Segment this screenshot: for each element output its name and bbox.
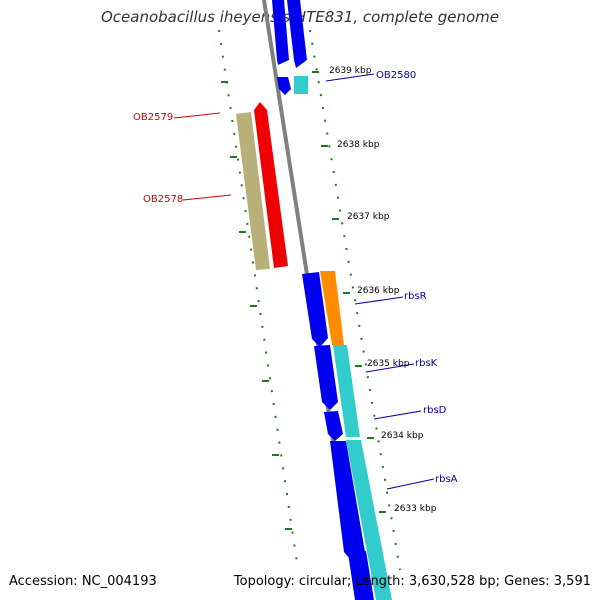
- rbs-cyan-feature: [333, 345, 360, 437]
- gene-ob2579-arrow: [254, 102, 288, 268]
- gene-label-rbsR: rbsR: [404, 291, 427, 302]
- kbp-marker: 2635 kbp: [367, 359, 410, 369]
- rbsR-orange-feature: [320, 271, 344, 345]
- gene-label-ob2580: OB2580: [376, 70, 416, 81]
- gene-label-ob2579: OB2579: [133, 112, 173, 123]
- gene-label-rbsA: rbsA: [435, 474, 458, 485]
- forward-strand-features: [272, 0, 392, 600]
- major-ticks: [221, 71, 386, 530]
- outer-tick-ring: [309, 29, 401, 571]
- reverse-strand-features: [236, 102, 288, 270]
- gene-arrow-bottom: [348, 551, 374, 600]
- gene-rbsK-arrow: [314, 345, 338, 410]
- gene-label-ob2578: OB2578: [143, 194, 183, 205]
- gene-rbsR-arrow: [302, 272, 328, 347]
- ob2580-cyan-feature: [294, 76, 308, 94]
- kbp-marker: 2636 kbp: [357, 286, 400, 296]
- kbp-marker: 2637 kbp: [347, 212, 390, 222]
- label-leaders: [173, 73, 435, 490]
- kbp-marker: 2634 kbp: [381, 431, 424, 441]
- gene-label-rbsD: rbsD: [423, 405, 447, 416]
- gene-rbsA-arrow: [330, 441, 365, 565]
- rbs-cyan-feature: [346, 440, 392, 600]
- ob2579-olive-feature: [236, 112, 270, 270]
- kbp-marker: 2638 kbp: [337, 140, 380, 150]
- accession-text: Accession: NC_004193: [9, 574, 157, 589]
- kbp-marker: 2633 kbp: [394, 504, 437, 514]
- gene-arrow: [272, 0, 289, 65]
- gene-ob2580-arrow: [277, 77, 291, 95]
- gene-label-rbsK: rbsK: [415, 358, 438, 369]
- kbp-marker: 2639 kbp: [329, 66, 372, 76]
- gene-arrow: [287, 0, 307, 68]
- genome-summary-text: Topology: circular; Length: 3,630,528 bp…: [233, 574, 591, 589]
- gene-rbsD-arrow: [324, 411, 343, 441]
